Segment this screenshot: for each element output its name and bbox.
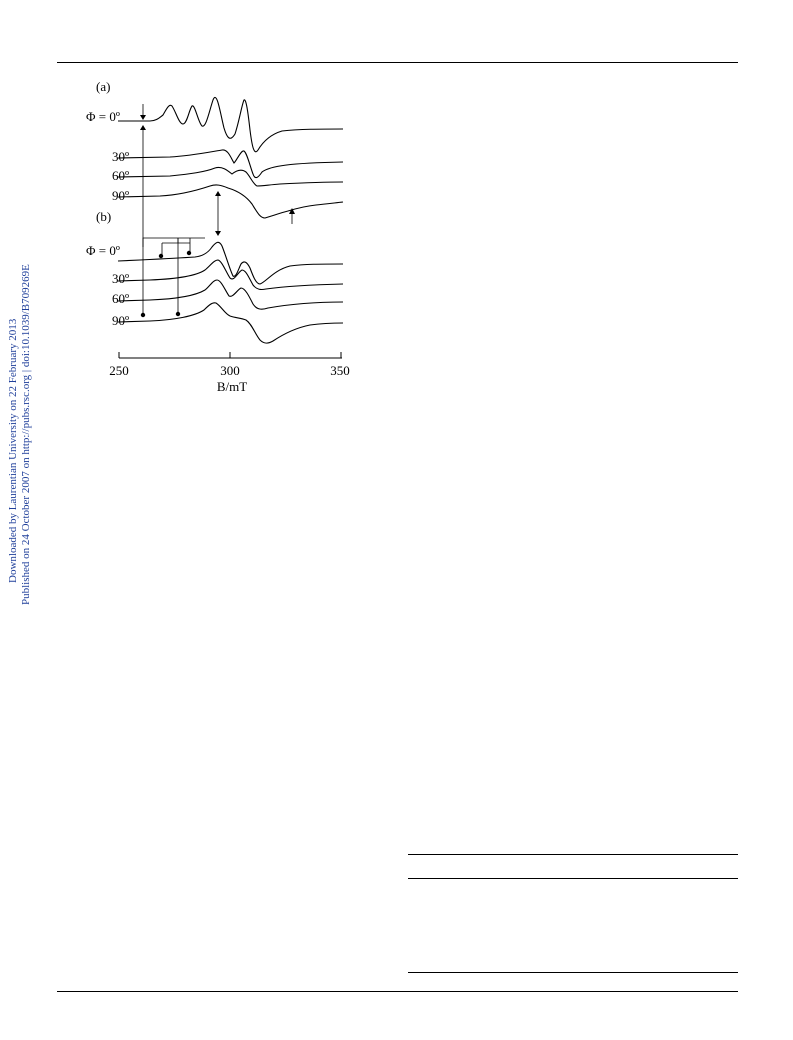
trace-a-90deg: [117, 184, 344, 219]
marker-dot-1: [158, 253, 164, 259]
marker-dot-3: [140, 312, 146, 318]
bracket-horizontal: [142, 237, 205, 247]
x-tick-label-300: 300: [220, 363, 240, 378]
trace-a-0deg: [118, 97, 344, 153]
arrow-a-end-head: [289, 208, 295, 214]
epr-spectra-figure: (a) (b) Φ = 0º 30º 60º 90º Φ = 0º 30º 60…: [86, 79, 350, 394]
table-top-rule: [408, 854, 738, 855]
panel-b-label: (b): [96, 209, 111, 224]
panel-b-angle-60: 60º: [112, 291, 129, 306]
double-arrow-top-head: [215, 191, 221, 196]
trace-b-60deg: [117, 279, 344, 310]
x-axis-ticks: [118, 352, 342, 358]
arrow-a-start-head: [140, 115, 146, 120]
panel-b-angle-30: 30º: [112, 271, 129, 286]
panel-a-angle-30: 30º: [112, 149, 129, 164]
panel-a-angle-90: 90º: [112, 188, 129, 203]
footer-rule: [57, 991, 738, 992]
x-tick-label-250: 250: [109, 363, 129, 378]
double-arrow-bottom-head: [215, 231, 221, 236]
panel-a-label: (a): [96, 79, 110, 94]
panel-b-angle-90: 90º: [112, 313, 129, 328]
trace-a-60deg: [117, 166, 344, 187]
header-rule: [57, 62, 738, 63]
panel-b-phi-label: Φ = 0º: [86, 243, 120, 258]
trace-b-30deg: [117, 259, 344, 291]
x-tick-label-350: 350: [330, 363, 350, 378]
trace-a-30deg: [117, 149, 344, 179]
table-header-rule: [408, 878, 738, 879]
long-vertical-connector-head: [140, 125, 146, 130]
x-axis-label: B/mT: [217, 379, 247, 394]
marker-dot-4: [175, 311, 181, 317]
trace-b-0deg: [117, 241, 344, 285]
panel-a-angle-60: 60º: [112, 168, 129, 183]
marker-dot-2: [186, 250, 192, 256]
panel-a-phi-label: Φ = 0º: [86, 109, 120, 124]
trace-b-90deg: [117, 302, 344, 344]
table-bottom-rule: [408, 972, 738, 973]
